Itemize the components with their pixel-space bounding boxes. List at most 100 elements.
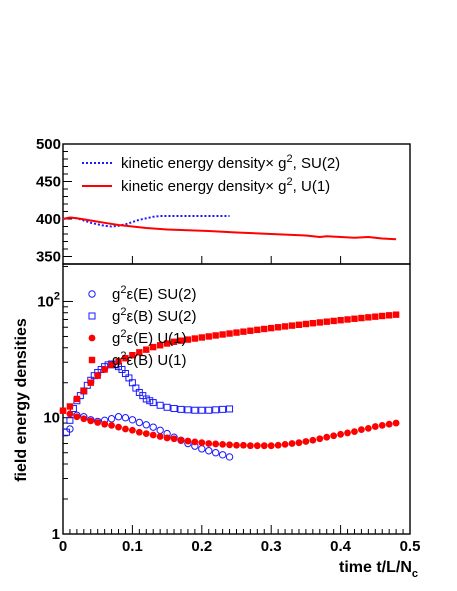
data-point-filled-square	[323, 318, 330, 325]
data-point-open-square	[184, 406, 192, 414]
y-axis-label: field energy densities	[13, 318, 30, 482]
legend-times: ×	[265, 155, 274, 172]
legend-factor: g	[274, 178, 287, 195]
data-point-filled-circle	[378, 421, 386, 429]
data-point-filled-square	[379, 312, 386, 320]
bottom-legend-label-4: g2ε(B) U(1)	[112, 350, 186, 369]
x-axis-label-main: time t/L/N	[339, 559, 412, 576]
data-point-filled-square	[219, 331, 226, 338]
data-point-filled-circle	[205, 440, 213, 447]
bottom-x-tick-label: 0.2	[191, 538, 212, 555]
data-point-open-circle	[121, 414, 130, 422]
data-point-filled-square	[108, 361, 115, 369]
data-point-open-square	[198, 406, 206, 414]
tick-base: 1	[52, 526, 60, 543]
bottom-legend-marker-4	[88, 356, 96, 364]
data-point-filled-circle	[260, 442, 268, 450]
top-series-line-2	[62, 216, 397, 241]
data-point-filled-circle	[316, 435, 324, 443]
legend-exponent: 2	[120, 328, 126, 340]
legend-factor: g	[112, 286, 120, 303]
data-point-open-square	[66, 416, 74, 424]
data-point-filled-square	[337, 317, 344, 324]
data-point-open-circle	[211, 449, 220, 457]
bottom-x-tick-label: 0	[59, 538, 67, 555]
legend-suffix: , U(1)	[293, 178, 331, 195]
data-point-filled-circle	[108, 421, 115, 429]
data-point-filled-square	[385, 312, 393, 319]
top-series-line-1	[62, 215, 230, 228]
data-point-filled-circle	[73, 413, 81, 421]
top-legend: kinetic energy density× g2, SU(2)kinetic…	[82, 153, 340, 195]
data-point-filled-circle	[337, 430, 344, 438]
top-y-tick-label: 450	[36, 174, 61, 191]
data-point-filled-square	[302, 320, 310, 328]
data-point-filled-circle	[198, 439, 206, 447]
bottom-y-tick-label: 1	[52, 526, 60, 543]
legend-text: ε(B) SU(2)	[126, 308, 196, 325]
legend-text: kinetic energy density	[121, 178, 266, 195]
data-point-filled-square	[80, 387, 88, 395]
data-point-filled-circle	[344, 429, 351, 437]
legend-suffix: , SU(2)	[293, 155, 341, 172]
data-point-filled-circle	[240, 441, 247, 449]
data-point-open-circle	[218, 451, 227, 459]
data-point-filled-circle	[371, 423, 379, 430]
data-point-open-circle	[205, 447, 213, 455]
data-point-open-square	[62, 428, 70, 436]
data-point-filled-square	[136, 349, 143, 356]
data-point-filled-circle	[351, 428, 358, 435]
tick-base: 10	[37, 293, 54, 310]
data-point-filled-circle	[330, 432, 338, 440]
top-series-group	[62, 215, 397, 241]
data-point-open-circle	[149, 423, 157, 431]
tick-base: 10	[43, 410, 60, 427]
bottom-x-tick-label: 0.4	[330, 538, 352, 555]
data-point-filled-circle	[246, 442, 254, 450]
data-point-filled-circle	[226, 441, 233, 449]
bottom-x-tick-label: 0.5	[400, 538, 421, 555]
legend-text: kinetic energy density	[121, 155, 266, 172]
legend-exponent: 2	[287, 153, 293, 165]
bottom-plot-frame	[62, 263, 411, 535]
top-y-tick-label: 400	[36, 211, 61, 228]
data-point-filled-square	[309, 320, 317, 327]
data-point-open-circle	[135, 418, 144, 427]
data-point-open-square	[212, 406, 220, 414]
data-point-open-square	[226, 405, 234, 413]
data-point-filled-circle	[149, 431, 157, 439]
data-point-filled-circle	[94, 419, 102, 426]
data-point-filled-square	[247, 327, 254, 334]
data-point-filled-circle	[191, 438, 199, 446]
data-point-open-circle	[156, 426, 164, 434]
data-point-filled-square	[226, 330, 233, 337]
data-point-open-circle	[128, 416, 137, 424]
data-point-filled-square	[191, 335, 199, 342]
data-point-filled-square	[184, 336, 192, 343]
data-point-filled-square	[198, 334, 205, 341]
data-point-filled-circle	[358, 426, 365, 434]
legend-exponent: 2	[120, 306, 126, 318]
legend-text: ε(B) U(1)	[126, 352, 186, 369]
data-point-filled-square	[150, 343, 157, 351]
data-point-filled-circle	[87, 417, 95, 425]
bottom-legend-label-3: g2ε(E) U(1)	[112, 328, 186, 347]
data-point-filled-circle	[302, 438, 310, 445]
data-point-open-square	[149, 399, 157, 407]
data-point-filled-circle	[274, 441, 282, 449]
data-point-filled-square	[281, 323, 289, 330]
data-point-filled-circle	[163, 434, 171, 442]
top-legend-label-1: kinetic energy density× g2, SU(2)	[121, 153, 340, 172]
bottom-legend: g2ε(E) SU(2)g2ε(B) SU(2)g2ε(E) U(1)g2ε(B…	[88, 284, 197, 369]
data-point-filled-square	[351, 315, 358, 322]
bottom-x-tick-label: 0.1	[122, 538, 143, 555]
data-point-filled-circle	[295, 439, 303, 447]
data-point-filled-square	[316, 319, 323, 326]
data-point-open-circle	[198, 445, 206, 453]
legend-times: ×	[265, 178, 274, 195]
data-point-filled-square	[66, 403, 74, 410]
data-point-filled-circle	[129, 426, 136, 434]
